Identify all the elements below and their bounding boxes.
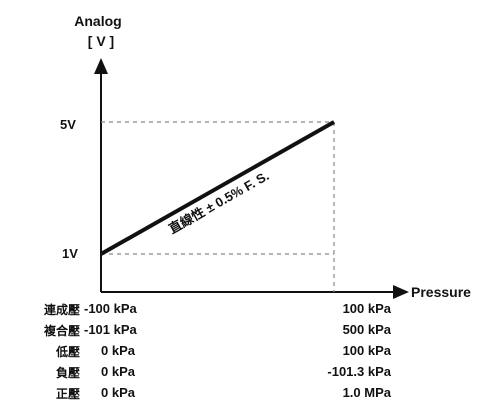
row-max-value: 100 kPa (342, 343, 391, 358)
row-max-value: -101.3 kPa (327, 364, 391, 379)
row-min-value: 0 kPa (101, 364, 135, 379)
y-axis-title: Analog (74, 13, 121, 29)
series-line (100, 120, 335, 256)
y-tick-label-5v: 5V (60, 117, 76, 132)
row-min-value: 0 kPa (101, 385, 135, 400)
linearity-annotation: 直線性 ± 0.5% F. S. (166, 168, 271, 237)
row-min-value: 0 kPa (101, 343, 135, 358)
table-row: 低壓 0 kPa 100 kPa (0, 343, 488, 363)
row-label: 連成壓 (43, 303, 80, 317)
x-axis-arrow (393, 285, 409, 299)
row-min-value: -100 kPa (84, 301, 137, 316)
row-label: 複合壓 (43, 324, 80, 338)
table-row: 複合壓 -101 kPa 500 kPa (0, 322, 488, 342)
y-axis-unit: [ V ] (88, 33, 114, 49)
row-label: 正壓 (55, 387, 80, 401)
table-row: 連成壓 -100 kPa 100 kPa (0, 301, 488, 321)
row-max-value: 100 kPa (342, 301, 391, 316)
table-row: 負壓 0 kPa -101.3 kPa (0, 364, 488, 384)
row-max-value: 500 kPa (342, 322, 391, 337)
row-max-value: 1.0 MPa (342, 385, 391, 400)
row-min-value: -101 kPa (84, 322, 137, 337)
row-label: 低壓 (55, 345, 80, 359)
y-tick-label-1v: 1V (62, 246, 78, 261)
table-row: 正壓 0 kPa 1.0 MPa (0, 385, 488, 405)
x-axis-title: Pressure (411, 284, 471, 300)
row-label: 負壓 (55, 366, 80, 380)
y-axis-arrow (94, 58, 108, 74)
